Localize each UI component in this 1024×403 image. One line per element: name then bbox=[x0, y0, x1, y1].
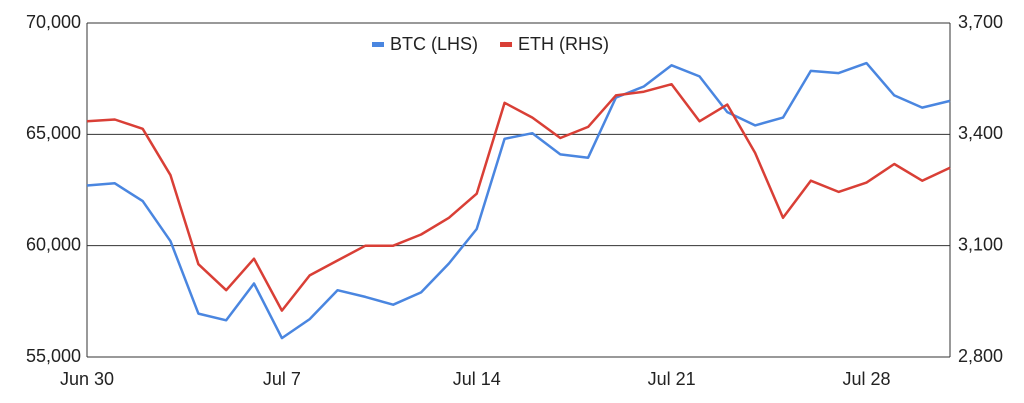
y2-tick-label: 3,400 bbox=[958, 123, 1003, 143]
y-tick-label: 65,000 bbox=[26, 123, 81, 143]
legend-label: BTC (LHS) bbox=[390, 34, 478, 54]
y-tick-label: 60,000 bbox=[26, 234, 81, 254]
x-tick-label: Jul 7 bbox=[263, 369, 301, 389]
x-tick-label: Jul 28 bbox=[842, 369, 890, 389]
legend-label: ETH (RHS) bbox=[518, 34, 609, 54]
series-line bbox=[86, 82, 951, 312]
y2-tick-label: 3,100 bbox=[958, 234, 1003, 254]
legend-swatch bbox=[500, 42, 513, 47]
legend-swatch bbox=[372, 42, 384, 47]
x-tick-label: Jul 14 bbox=[453, 369, 501, 389]
y-tick-label: 55,000 bbox=[26, 346, 81, 366]
x-tick-label: Jun 30 bbox=[60, 369, 114, 389]
x-tick-label: Jul 21 bbox=[648, 369, 696, 389]
y2-tick-label: 2,800 bbox=[958, 346, 1003, 366]
y2-tick-label: 3,700 bbox=[958, 12, 1003, 32]
series-line bbox=[86, 61, 951, 340]
y-tick-label: 70,000 bbox=[26, 12, 81, 32]
